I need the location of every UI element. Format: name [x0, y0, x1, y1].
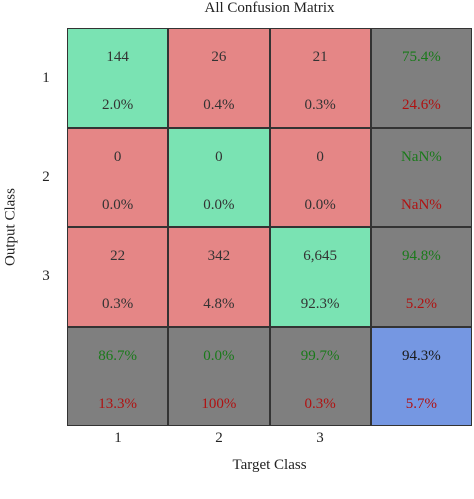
cell-count: 0 — [215, 148, 223, 165]
cell-count: 342 — [207, 248, 231, 264]
row-wrong-percent: NaN% — [400, 196, 442, 213]
cell-percent: 0.0% — [102, 196, 134, 213]
column-correct-percent: 86.7% — [98, 347, 137, 364]
overall-correct-percent: 94.3% — [402, 347, 441, 364]
cell-count: 6,645 — [303, 248, 337, 264]
cell-r2-c1: 0 0.0% — [68, 128, 168, 226]
row-wrong-percent: 24.6% — [402, 97, 441, 113]
y-axis-label: Output Class — [2, 188, 19, 266]
overall-wrong-percent: 5.7% — [405, 395, 437, 412]
cell-percent: 2.0% — [102, 97, 134, 113]
cell-r1-c3: 21 0.3% — [270, 29, 370, 127]
y-tick-2: 2 — [42, 169, 50, 185]
cell-count: 0 — [316, 148, 324, 165]
cell-r3-c2: 342 4.8% — [169, 228, 269, 326]
column-correct-percent: 0.0% — [203, 347, 235, 364]
x-tick-3: 3 — [316, 430, 324, 446]
row-correct-percent: 94.8% — [402, 248, 441, 264]
cell-r1-c1: 144 2.0% — [68, 29, 168, 127]
chart-title: All Confusion Matrix — [204, 0, 335, 16]
row-correct-percent: NaN% — [400, 148, 442, 165]
column-summary-1: 86.7% 13.3% — [68, 327, 168, 425]
cell-count: 144 — [106, 49, 129, 65]
cell-r3-c3: 6,645 92.3% — [270, 228, 370, 326]
cell-percent: 4.8% — [203, 296, 235, 312]
row-summary-3: 94.8% 5.2% — [371, 228, 471, 326]
row-correct-percent: 75.4% — [402, 49, 441, 65]
column-wrong-percent: 0.3% — [304, 395, 336, 412]
column-summary-3: 99.7% 0.3% — [270, 327, 370, 425]
column-wrong-percent: 100% — [201, 395, 237, 412]
cell-percent: 0.0% — [304, 196, 336, 213]
column-wrong-percent: 13.3% — [98, 395, 137, 412]
confusion-matrix-grid: 144 2.0% 26 0.4% 21 0.3% 75.4% 24.6% 0 0… — [67, 28, 472, 426]
cell-r3-c1: 22 0.3% — [68, 228, 168, 326]
x-tick-1: 1 — [114, 430, 122, 446]
overall-accuracy-cell: 94.3% 5.7% — [371, 327, 471, 425]
y-tick-3: 3 — [42, 268, 50, 284]
cell-percent: 0.3% — [102, 296, 134, 312]
row-summary-1: 75.4% 24.6% — [371, 29, 471, 127]
cell-percent: 92.3% — [300, 296, 340, 312]
column-summary-2: 0.0% 100% — [169, 327, 269, 425]
cell-percent: 0.3% — [304, 97, 336, 113]
column-correct-percent: 99.7% — [300, 347, 340, 364]
cell-percent: 0.4% — [203, 97, 235, 113]
cell-count: 0 — [113, 148, 122, 165]
x-axis-label: Target Class — [232, 457, 307, 473]
cell-r2-c2: 0 0.0% — [169, 128, 269, 226]
cell-count: 21 — [312, 49, 328, 65]
row-wrong-percent: 5.2% — [405, 296, 437, 312]
row-summary-2: NaN% NaN% — [371, 128, 471, 226]
cell-r2-c3: 0 0.0% — [270, 128, 370, 226]
cell-count: 26 — [211, 49, 227, 65]
cell-count: 22 — [110, 248, 126, 264]
cell-r1-c2: 26 0.4% — [169, 29, 269, 127]
cell-percent: 0.0% — [203, 196, 235, 213]
x-tick-2: 2 — [215, 430, 223, 446]
y-tick-1: 1 — [42, 70, 50, 86]
